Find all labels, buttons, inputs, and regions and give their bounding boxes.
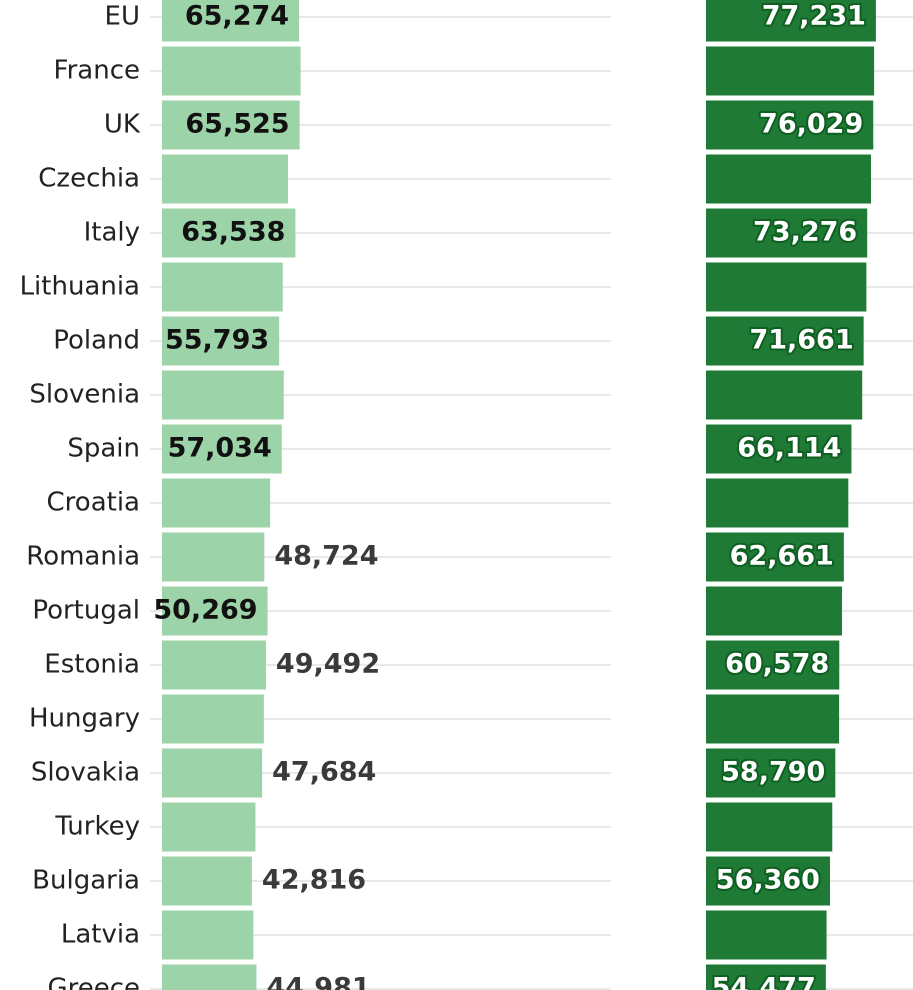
category-label-romania: Romania (26, 542, 140, 572)
value-label-series-2-poland: 71,661 (749, 325, 853, 356)
bar-series-1-slovenia (162, 370, 284, 420)
bar-series-2-czechia (706, 154, 871, 204)
category-label-slovenia: Slovenia (29, 380, 140, 410)
bar-series-2-spain (706, 424, 852, 474)
category-label-turkey: Turkey (54, 812, 140, 842)
category-label-greece: Greece (47, 974, 140, 990)
bar-series-1-italy (162, 208, 296, 258)
value-label-series-1-spain: 57,034 (168, 433, 272, 464)
bar-series-2-france (706, 46, 875, 96)
category-labels: EU France UK Czechia Italy Lithuania Poland Slo… (20, 2, 141, 990)
value-label-series-1-romania: 48,724 (274, 541, 378, 572)
bar-series-1-slovakia (162, 748, 263, 798)
category-label-uk: UK (104, 110, 141, 140)
category-label-slovakia: Slovakia (31, 758, 140, 788)
bar-series-1-eu (162, 0, 300, 42)
category-label-estonia: Estonia (44, 650, 140, 680)
value-label-series-1-bulgaria: 42,816 (262, 865, 366, 896)
bar-series-2-poland (706, 316, 864, 366)
value-label-series-2-romania: 62,661 (730, 541, 834, 572)
category-label-italy: Italy (84, 218, 140, 248)
category-label-eu: EU (105, 2, 140, 32)
category-label-croatia: Croatia (47, 488, 140, 518)
series-2-bars (706, 0, 876, 990)
bar-series-1-poland (162, 316, 280, 366)
value-label-series-2-italy: 73,276 (753, 217, 857, 248)
bar-series-2-hungary (706, 694, 840, 744)
value-label-series-1-eu: 65,274 (185, 1, 289, 32)
value-label-series-2-spain: 66,114 (737, 433, 841, 464)
bar-series-2-latvia (706, 910, 827, 960)
value-label-series-1-estonia: 49,492 (276, 649, 380, 680)
value-label-series-1-italy: 63,538 (181, 217, 285, 248)
bar-series-1-greece (162, 964, 257, 990)
category-label-france: France (54, 56, 140, 86)
bar-series-1-bulgaria (162, 856, 252, 906)
value-label-series-2-slovakia: 58,790 (721, 757, 825, 788)
value-label-series-1-greece: 44,981 (266, 973, 370, 990)
value-label-series-1-uk: 65,525 (185, 109, 289, 140)
category-label-bulgaria: Bulgaria (32, 866, 140, 896)
bar-series-2-lithuania (706, 262, 867, 312)
category-label-latvia: Latvia (61, 920, 140, 950)
bar-series-1-uk (162, 100, 300, 150)
bar-series-1-spain (162, 424, 282, 474)
bar-series-2-portugal (706, 586, 842, 636)
series-1-bars (162, 0, 301, 990)
bar-series-1-portugal (162, 586, 268, 636)
bar-series-2-croatia (706, 478, 849, 528)
category-label-poland: Poland (53, 326, 140, 356)
bar-series-2-turkey (706, 802, 833, 852)
bar-series-1-czechia (162, 154, 288, 204)
category-label-spain: Spain (67, 434, 140, 464)
value-label-series-2-estonia: 60,578 (725, 649, 829, 680)
bar-series-1-france (162, 46, 301, 96)
bar-series-1-turkey (162, 802, 256, 852)
bar-series-2-slovenia (706, 370, 863, 420)
bar-series-2-greece (706, 964, 826, 990)
category-label-hungary: Hungary (29, 704, 140, 734)
bar-series-2-italy (706, 208, 868, 258)
value-label-series-1-portugal: 50,269 (153, 595, 257, 626)
bar-series-1-hungary (162, 694, 264, 744)
category-label-portugal: Portugal (32, 596, 140, 626)
category-label-lithuania: Lithuania (20, 272, 140, 302)
bar-series-1-croatia (162, 478, 271, 528)
value-label-series-2-uk: 76,029 (759, 109, 863, 140)
bar-series-2-eu (706, 0, 876, 42)
bar-series-1-estonia (162, 640, 266, 690)
value-label-series-1-slovakia: 47,684 (272, 757, 376, 788)
value-label-series-2-greece: 54,477 (712, 973, 816, 990)
bar-series-1-lithuania (162, 262, 283, 312)
value-label-series-2-eu: 77,231 (762, 1, 866, 32)
bar-series-2-bulgaria (706, 856, 830, 906)
category-label-czechia: Czechia (38, 164, 140, 194)
value-label-series-2-bulgaria: 56,360 (716, 865, 820, 896)
bar-series-1-romania (162, 532, 265, 582)
bar-series-2-romania (706, 532, 844, 582)
value-labels: 65,274 77,231 65,525 76,029 63,538 73,276 55,7… (153, 0, 868, 990)
bar-series-2-uk (706, 100, 874, 150)
value-label-series-1-poland: 55,793 (165, 325, 269, 356)
bar-series-2-slovakia (706, 748, 836, 798)
bar-series-1-latvia (162, 910, 254, 960)
bar-series-2-estonia (706, 640, 840, 690)
